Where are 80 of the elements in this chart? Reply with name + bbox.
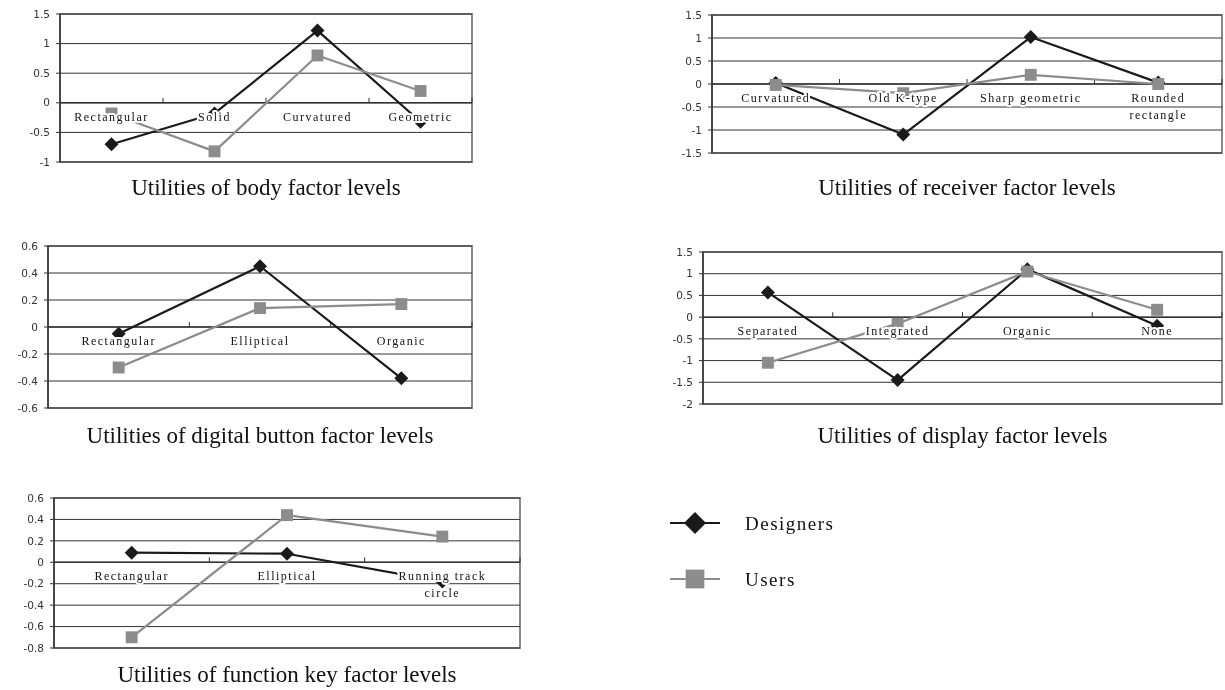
x-tick-label: Organic	[376, 334, 426, 348]
y-tick-label: -1.5	[672, 375, 693, 388]
y-tick-label: -1	[691, 123, 702, 136]
point	[254, 302, 266, 315]
y-tick-label: 0.5	[33, 66, 50, 79]
y-tick-label: -0.5	[681, 100, 702, 113]
y-tick-label: -0.6	[17, 401, 39, 414]
point	[311, 49, 324, 62]
point	[394, 371, 409, 386]
y-tick-label: 1	[686, 267, 693, 280]
y-tick-label: 0.6	[27, 491, 45, 504]
y-tick-label: 0.2	[27, 534, 44, 547]
y-tick-label: -0.5	[672, 332, 693, 345]
y-tick-label: -0.2	[17, 347, 38, 360]
point	[124, 545, 139, 560]
y-tick-label: -0.8	[23, 641, 44, 654]
point	[112, 361, 125, 374]
x-tick-label: Old K-type	[868, 91, 938, 105]
x-tick-label: Integrated	[865, 324, 930, 339]
x-tick-label: Sharp geometric	[980, 91, 1082, 105]
x-tick-label: Separated	[737, 324, 799, 339]
y-tick-label: 0.5	[685, 54, 702, 67]
point	[1023, 30, 1038, 45]
y-tick-label: -1	[682, 354, 693, 367]
point	[281, 509, 293, 522]
text: Utilities of digital button factor levels	[86, 423, 434, 448]
y-tick-label: -0.2	[23, 577, 44, 590]
y-tick-label: 1.5	[33, 7, 50, 20]
y-tick-label: 1.5	[676, 245, 693, 258]
point	[104, 137, 119, 152]
y-tick-label: 0	[695, 77, 702, 90]
x-tick-label: Curvatured	[283, 109, 352, 124]
y-tick-label: -1.5	[681, 146, 702, 159]
y-tick-label: -2	[682, 397, 693, 410]
y-tick-label: -1	[39, 155, 50, 168]
x-tick-label: Rounded rectangle	[1129, 91, 1187, 122]
y-tick-label: -0.6	[23, 620, 45, 633]
y-tick-label: 0	[43, 96, 50, 109]
y-tick-label: 0.6	[21, 239, 39, 252]
x-tick-label: Elliptical	[230, 334, 290, 348]
point	[310, 23, 325, 38]
y-tick-label: 0	[686, 310, 693, 323]
legend-label: Designers	[745, 512, 835, 534]
point	[125, 631, 138, 644]
point	[253, 259, 267, 274]
text: Utilities of body factor levels	[131, 175, 401, 200]
text: Utilities of function key factor levels	[117, 662, 457, 687]
point	[208, 145, 221, 158]
point	[1151, 303, 1164, 316]
y-tick-label: 1	[43, 37, 50, 50]
y-tick-label: -0.4	[23, 598, 45, 611]
y-tick-label: -0.5	[29, 126, 50, 139]
y-tick-label: -0.4	[17, 374, 39, 387]
point	[760, 285, 775, 300]
y-tick-label: 0	[37, 555, 44, 568]
x-tick-label: None	[1141, 324, 1174, 339]
point	[280, 546, 294, 561]
y-tick-label: 0.4	[21, 266, 39, 279]
legend-label: Users	[745, 568, 796, 590]
x-tick-label: Organic	[1002, 324, 1052, 339]
point	[890, 373, 905, 388]
y-tick-label: 0.2	[21, 293, 38, 306]
point	[1024, 68, 1037, 81]
text: Utilities of display factor levels	[817, 423, 1108, 448]
x-tick-label: Curvatured	[741, 91, 811, 105]
point	[761, 356, 774, 369]
y-tick-label: 1.5	[685, 8, 702, 21]
point	[896, 127, 911, 142]
y-tick-label: 0.5	[676, 289, 693, 302]
y-tick-label: 0	[31, 320, 38, 333]
y-tick-label: 1	[695, 31, 702, 44]
x-tick-label: Rectangular	[94, 569, 169, 584]
text: Utilities of receiver factor levels	[818, 175, 1116, 200]
x-tick-label: Rectangular	[81, 334, 156, 348]
point	[395, 298, 408, 310]
point	[436, 530, 449, 543]
y-tick-label: 0.4	[27, 513, 45, 526]
point	[414, 85, 427, 97]
x-tick-label: Rectangular	[74, 109, 149, 124]
x-tick-label: Elliptical	[257, 569, 317, 584]
